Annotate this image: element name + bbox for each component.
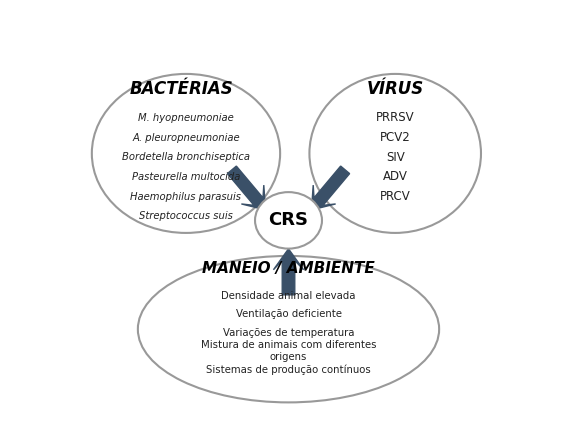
- Text: Streptococcus suis: Streptococcus suis: [139, 211, 233, 221]
- Text: SIV: SIV: [386, 151, 404, 164]
- Text: Densidade animal elevada: Densidade animal elevada: [221, 291, 356, 301]
- Polygon shape: [227, 166, 265, 210]
- Text: ADV: ADV: [383, 170, 407, 183]
- Text: A. pleuropneumoniae: A. pleuropneumoniae: [132, 133, 240, 142]
- Polygon shape: [312, 166, 350, 210]
- Text: Variações de temperatura: Variações de temperatura: [223, 327, 354, 338]
- Ellipse shape: [138, 256, 439, 402]
- Text: M. hyopneumoniae: M. hyopneumoniae: [138, 113, 234, 123]
- Text: BACTÉRIAS: BACTÉRIAS: [130, 80, 234, 98]
- Text: Pasteurella multocida: Pasteurella multocida: [132, 172, 240, 182]
- Text: PRCV: PRCV: [380, 190, 411, 203]
- Ellipse shape: [92, 74, 280, 233]
- Ellipse shape: [255, 192, 322, 248]
- Text: Mistura de animais com diferentes
origens: Mistura de animais com diferentes origen…: [201, 340, 376, 362]
- Text: MANEIO / AMBIENTE: MANEIO / AMBIENTE: [202, 261, 375, 276]
- Text: PRRSV: PRRSV: [376, 112, 414, 124]
- Text: VÍRUS: VÍRUS: [366, 80, 424, 98]
- Ellipse shape: [309, 74, 481, 233]
- Text: Bordetella bronchiseptica: Bordetella bronchiseptica: [122, 152, 250, 162]
- Text: Haemophilus parasuis: Haemophilus parasuis: [130, 192, 242, 201]
- Text: Sistemas de produção contínuos: Sistemas de produção contínuos: [206, 364, 371, 374]
- Text: CRS: CRS: [268, 212, 309, 229]
- Polygon shape: [273, 249, 304, 295]
- Text: PCV2: PCV2: [380, 131, 411, 144]
- Text: Ventilação deficiente: Ventilação deficiente: [235, 309, 342, 319]
